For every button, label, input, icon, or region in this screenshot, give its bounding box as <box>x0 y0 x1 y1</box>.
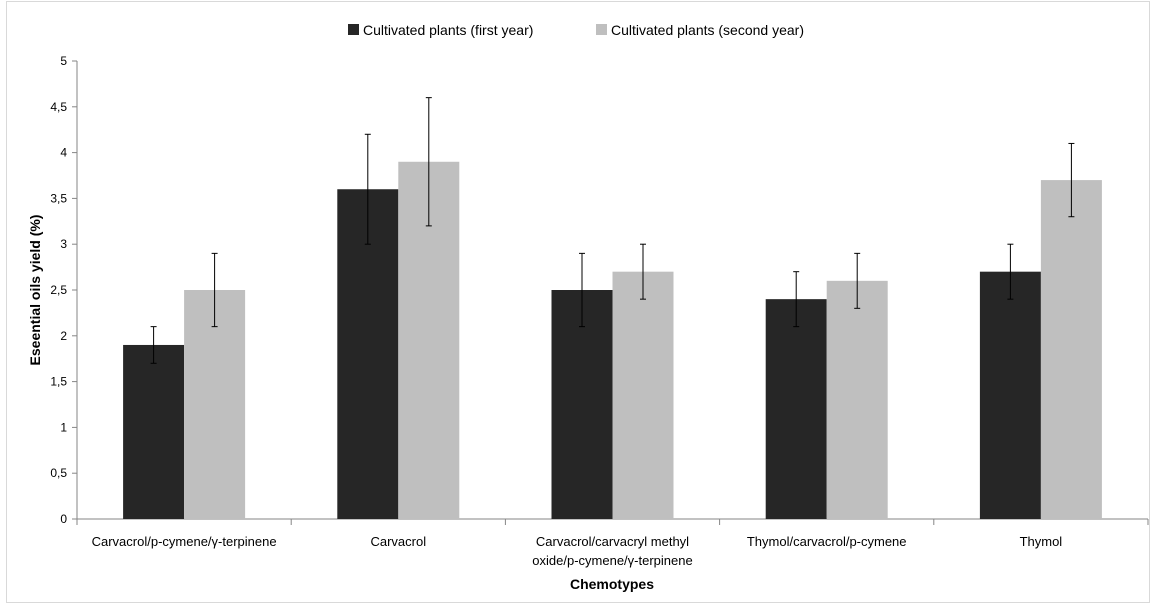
y-tick-label: 0,5 <box>50 466 67 480</box>
x-category-label: Thymol/carvacrol/p-cymene <box>747 534 907 549</box>
legend-swatch <box>596 24 607 35</box>
x-axis: Carvacrol/p-cymene/γ-terpinene Carvacrol C… <box>76 518 1149 568</box>
x-category-label: Carvacrol <box>370 534 426 549</box>
y-tick-label: 3 <box>60 237 67 251</box>
y-tick-label: 0 <box>60 512 67 526</box>
bar <box>184 290 246 519</box>
y-tick-label: 1,5 <box>50 375 67 389</box>
x-category-label: Carvacrol/p-cymene/γ-terpinene <box>92 534 277 549</box>
bar <box>612 271 674 519</box>
y-axis-title: Eseential oils yield (%) <box>27 215 43 366</box>
chart-frame <box>6 1 1150 603</box>
y-tick-label: 1 <box>60 420 67 434</box>
legend-label: Cultivated plants (first year) <box>363 22 533 38</box>
bar <box>826 280 888 519</box>
bar <box>551 290 613 519</box>
bar <box>979 271 1041 519</box>
bars-group <box>123 97 1102 520</box>
y-tick-label: 2 <box>60 329 67 343</box>
x-axis-title: Chemotypes <box>570 576 654 592</box>
bar <box>765 299 827 519</box>
bar <box>123 344 185 519</box>
x-category-label: Carvacrol/carvacryl methyl <box>536 534 689 549</box>
y-axis: 0 0,5 1 1,5 2 2,5 3 3,5 4 4,5 5 <box>50 54 78 526</box>
x-category-label: Thymol <box>1020 534 1063 549</box>
y-tick-label: 2,5 <box>50 283 67 297</box>
legend-swatch <box>348 24 359 35</box>
y-tick-label: 4 <box>60 146 67 160</box>
y-tick-label: 3,5 <box>50 191 67 205</box>
legend-label: Cultivated plants (second year) <box>611 22 804 38</box>
y-tick-label: 5 <box>60 54 67 68</box>
legend: Cultivated plants (first year) Cultivated… <box>348 22 804 38</box>
bar <box>1040 180 1102 519</box>
y-tick-label: 4,5 <box>50 100 67 114</box>
x-category-label: oxide/p-cymene/γ-terpinene <box>532 553 692 568</box>
